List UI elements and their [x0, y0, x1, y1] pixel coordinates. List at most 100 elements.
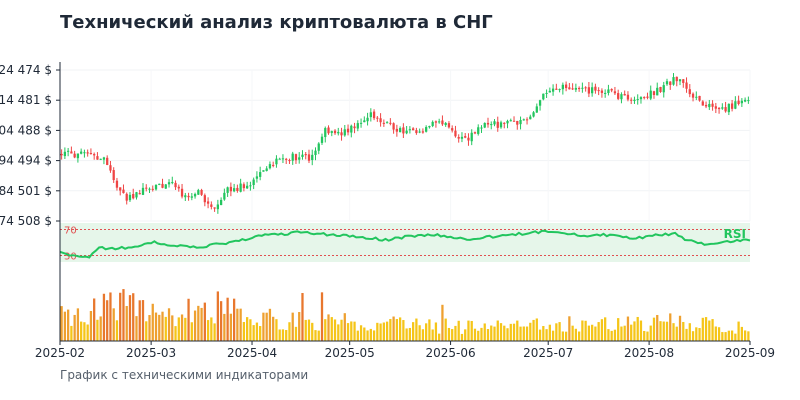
candle-body [711, 103, 714, 107]
volume-bar [402, 320, 405, 341]
candle-body [597, 90, 600, 92]
volume-bar [522, 326, 525, 341]
volume-bar [519, 326, 522, 341]
volume-bar [171, 315, 174, 341]
volume-bar [180, 314, 184, 341]
volume-bar [353, 321, 356, 341]
candle-body [555, 88, 558, 90]
volume-bar [441, 304, 444, 341]
candle-body [548, 90, 551, 93]
candle-body [330, 131, 333, 133]
volume-bar [330, 317, 333, 341]
volume-bar [320, 292, 324, 341]
candle-body [630, 99, 633, 101]
candle-body [63, 151, 67, 157]
volume-bar [99, 316, 102, 341]
volume-bar [493, 326, 496, 341]
price-tick-label: 124 474 $ [0, 63, 52, 77]
volume-bar [688, 323, 691, 341]
volume-bar [86, 324, 89, 341]
volume-bar [747, 331, 750, 341]
volume-bar [678, 315, 682, 341]
volume-bar [447, 327, 451, 341]
volume-bar [174, 326, 177, 341]
volume-bar [646, 331, 649, 341]
candle-body [206, 201, 210, 204]
volume-bar [473, 328, 477, 341]
volume-bar [490, 325, 493, 341]
volume-bar [288, 322, 291, 341]
candle-body [184, 195, 187, 198]
candle-body [516, 121, 519, 125]
candle-body [402, 127, 405, 134]
candle-body [665, 81, 669, 85]
volume-bar [574, 328, 578, 341]
candle-body [747, 100, 750, 102]
volume-bar [434, 322, 438, 341]
volume-bar [83, 322, 86, 341]
time-tick-label: 2025-07 [523, 346, 573, 360]
candle-body [620, 94, 623, 100]
volume-bar [467, 320, 470, 341]
axes: 74 508 $ 84 501 $ 94 494 $ 104 488 $ 114 481… [0, 62, 775, 360]
candle-body [574, 87, 578, 90]
volume-bar [525, 326, 529, 341]
volume-bar [193, 310, 197, 341]
candle-body [366, 117, 369, 122]
volume-bar [600, 319, 604, 341]
candle-body [431, 121, 434, 126]
volume-bar [190, 322, 193, 341]
candle-body [346, 128, 350, 133]
candle-body [337, 131, 340, 134]
price-tick-label: 84 501 $ [0, 184, 52, 198]
rsi-band [60, 223, 750, 262]
volume-bar [232, 298, 236, 341]
candle-body [587, 87, 591, 94]
volume-bar [480, 327, 483, 341]
volume-bar [184, 317, 187, 341]
volume-bar [672, 323, 675, 341]
volume-bar [425, 323, 428, 341]
candle-body [418, 131, 421, 133]
candle-body [503, 122, 506, 124]
candle-body [551, 88, 555, 92]
volume-bar [285, 329, 288, 341]
candle-body [369, 112, 372, 118]
volume-bar [626, 316, 630, 341]
candle-body [636, 99, 639, 101]
volume-bar [346, 323, 350, 341]
candle-body [708, 103, 711, 108]
candle-body [216, 204, 219, 210]
volume-bar [115, 320, 119, 341]
time-tick-label: 2025-08 [624, 346, 674, 360]
volume-bar [464, 329, 467, 341]
candle-body [701, 101, 704, 106]
volume-bar [652, 317, 656, 341]
candle-body [607, 89, 610, 94]
volume-bar [63, 311, 67, 341]
volume-bar [659, 321, 662, 341]
candle-body [662, 85, 665, 93]
volume-bar [301, 293, 304, 341]
volume-panel [60, 289, 750, 341]
volume-bar [535, 318, 538, 341]
volume-bar [591, 324, 594, 341]
candle-body [395, 128, 399, 132]
candle-body [438, 121, 441, 123]
volume-bar [376, 322, 379, 341]
candle-body [525, 119, 529, 121]
candle-body [89, 153, 93, 155]
candle-body [226, 187, 229, 193]
candle-body [643, 97, 646, 99]
candle-body [353, 126, 356, 129]
candle-body [187, 195, 190, 198]
volume-bar [740, 326, 744, 341]
candle-body [434, 121, 438, 123]
volume-bar [262, 312, 265, 341]
candle-body [656, 87, 659, 96]
volume-bar [307, 319, 311, 341]
candle-body [99, 158, 102, 160]
volume-bar [385, 321, 389, 341]
volume-bar [571, 325, 574, 341]
volume-bar [102, 293, 106, 341]
